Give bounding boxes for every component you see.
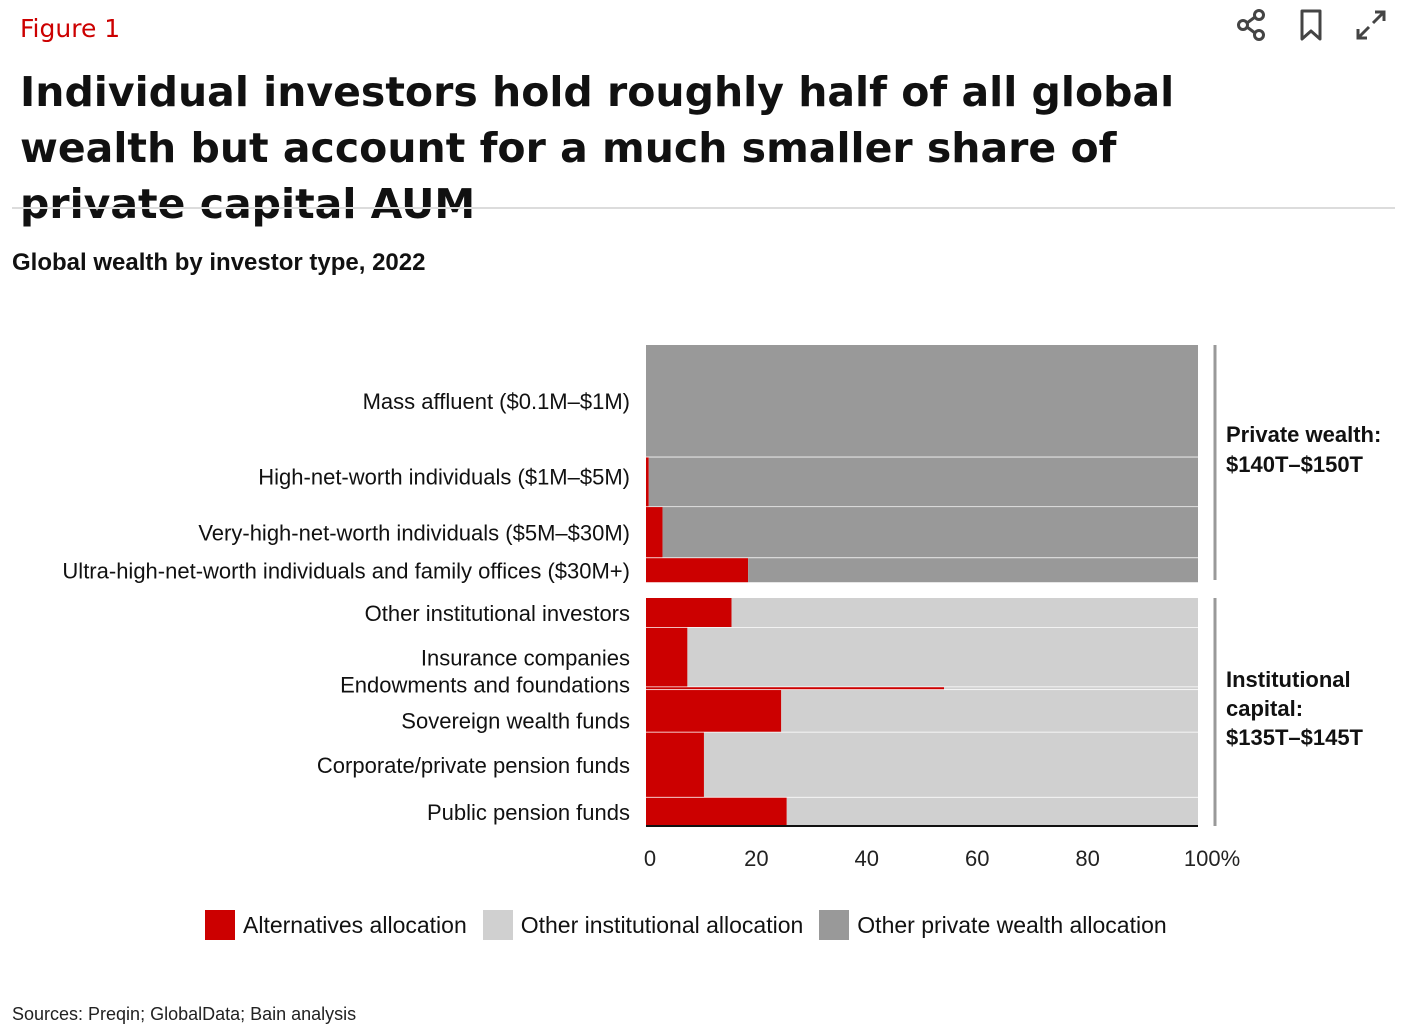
figure-label: Figure 1 [20, 14, 121, 43]
category-label: Public pension funds [427, 800, 630, 825]
legend-label-alternatives: Alternatives allocation [243, 911, 467, 938]
chart-subtitle: Global wealth by investor type, 2022 [12, 249, 426, 276]
legend-item-alternatives: Alternatives allocation [205, 910, 467, 940]
category-label: Corporate/private pension funds [317, 753, 630, 778]
expand-icon [1356, 10, 1386, 40]
bar-segment [646, 507, 663, 559]
bar-segment [703, 732, 1198, 798]
bar-segment [748, 558, 1198, 583]
category-label: Ultra-high-net-worth individuals and fam… [62, 559, 630, 584]
bar-segment [646, 690, 782, 733]
share-button[interactable] [1232, 6, 1270, 44]
x-tick-label: 20 [744, 846, 768, 870]
sources-note: Sources: Preqin; GlobalData; Bain analys… [12, 1004, 357, 1024]
legend-swatch-other-institutional [482, 910, 513, 940]
legend: Alternatives allocation Other institutio… [205, 910, 1183, 940]
category-label: High-net-worth individuals ($1M–$5M) [258, 464, 630, 489]
category-label: Other institutional investors [365, 601, 630, 626]
bar-segment [646, 732, 704, 798]
bar-segment [687, 627, 1198, 688]
legend-swatch-alternatives [205, 910, 235, 940]
category-label: Endowments and foundations [340, 673, 630, 698]
group-label: $140T–$150T [1226, 452, 1364, 477]
x-tick-label: 40 [855, 846, 879, 870]
bar-segment [648, 457, 1198, 508]
group-label: capital: [1226, 696, 1303, 721]
group-label: Private wealth: [1226, 422, 1381, 447]
bar-segment [781, 690, 1198, 733]
chart: Mass affluent ($0.1M–$1M) High-net-worth … [62, 345, 1381, 870]
category-label: Mass affluent ($0.1M–$1M) [363, 389, 630, 414]
bar-segment [731, 598, 1198, 628]
group-label: Institutional [1226, 667, 1351, 692]
x-tick-label: 60 [965, 846, 989, 870]
share-icon [1237, 9, 1265, 41]
group-label: $135T–$145T [1226, 725, 1364, 750]
bar-segment [646, 627, 688, 688]
legend-label-other-institutional: Other institutional allocation [520, 911, 804, 938]
bookmark-icon [1300, 9, 1322, 41]
expand-button[interactable] [1352, 6, 1390, 44]
divider [12, 207, 1395, 209]
bar-segment [786, 797, 1198, 826]
bar-segment [646, 797, 787, 826]
x-tick-label: 80 [1075, 846, 1099, 870]
category-label: Very-high-net-worth individuals ($5M–$30… [198, 521, 630, 546]
bar-segment [646, 558, 749, 583]
legend-item-other-private: Other private wealth allocation [819, 910, 1167, 940]
bar-segment [646, 457, 649, 508]
category-label: Sovereign wealth funds [401, 708, 630, 733]
legend-item-other-institutional: Other institutional allocation [482, 910, 804, 940]
legend-label-other-private: Other private wealth allocation [857, 911, 1167, 938]
x-tick-label: 0 [644, 846, 656, 870]
toolbar [1232, 6, 1390, 44]
bookmark-button[interactable] [1292, 6, 1330, 44]
bar-segment [646, 687, 945, 691]
category-label: Insurance companies [421, 645, 630, 670]
bar-segment [646, 598, 732, 628]
bar-segment [646, 345, 1198, 458]
legend-swatch-other-private [819, 910, 850, 940]
x-tick-label: 100% [1184, 846, 1240, 870]
bar-segment [944, 687, 1198, 691]
bar-segment [662, 507, 1198, 559]
page-title: Individual investors hold roughly half o… [20, 68, 1175, 228]
